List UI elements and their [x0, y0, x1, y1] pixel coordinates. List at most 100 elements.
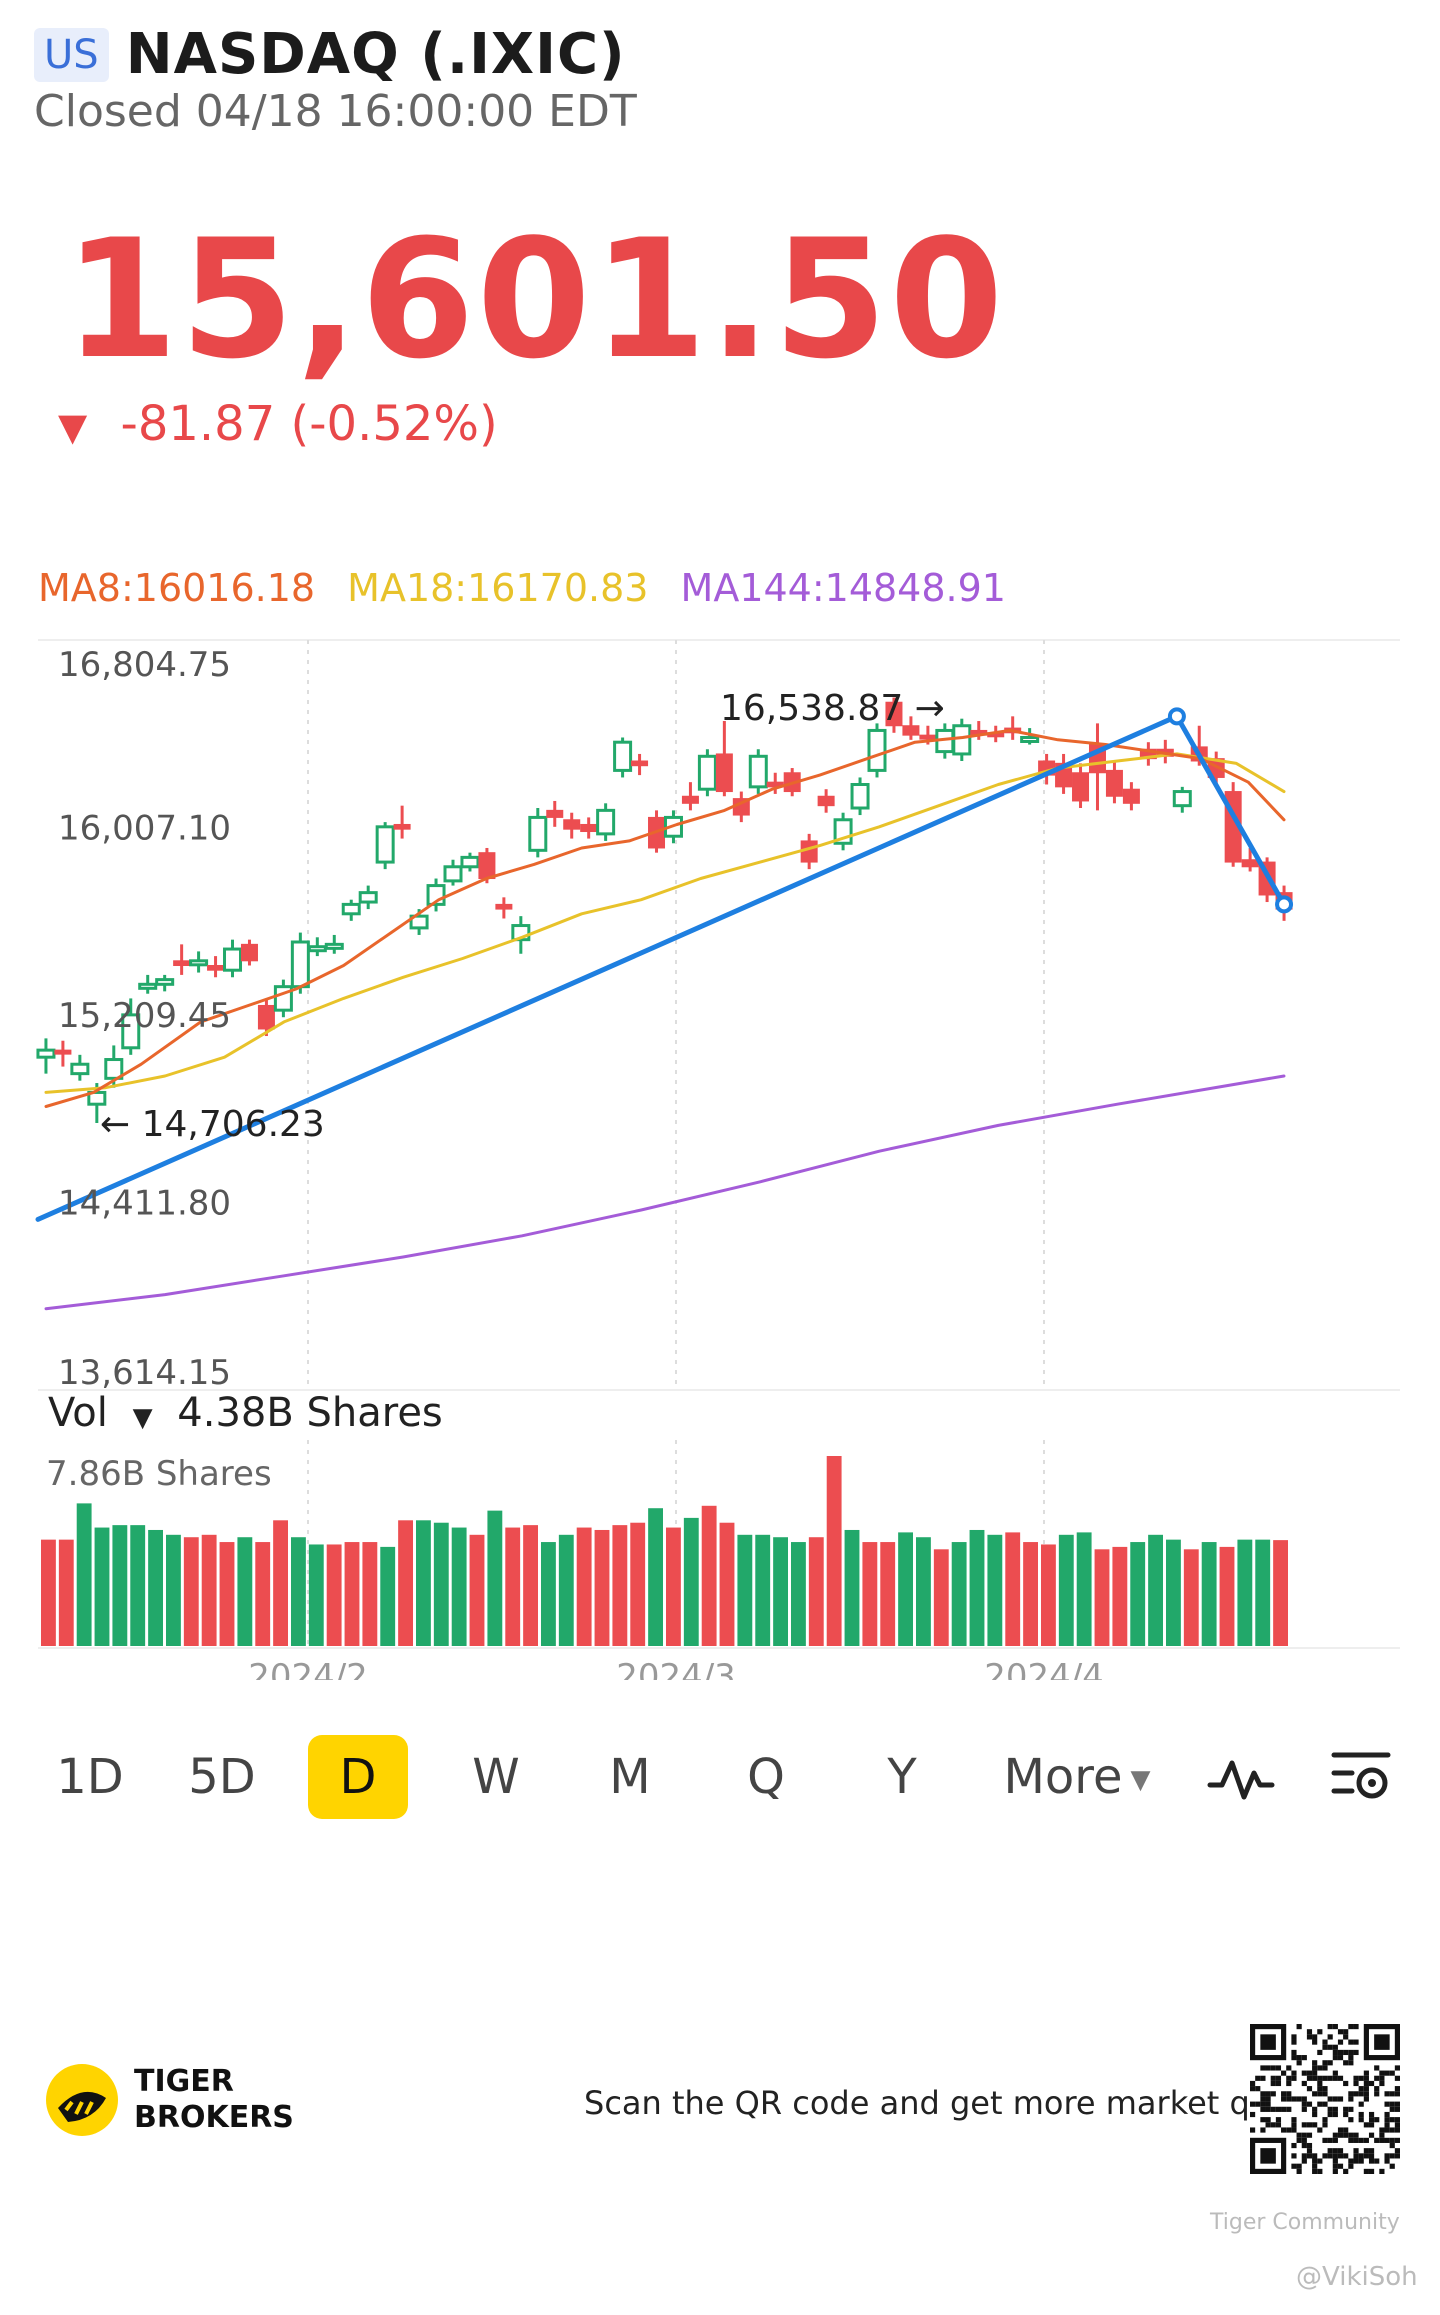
candle-up	[867, 723, 887, 778]
candlestick-chart[interactable]: 16,804.75 16,007.10 15,209.45 14,411.80 13,6…	[0, 620, 1440, 1680]
candle-body	[681, 795, 699, 804]
volume-bar	[1273, 1540, 1288, 1646]
candle-body	[715, 753, 733, 793]
volume-dropdown-icon[interactable]: ▼	[132, 1403, 153, 1433]
volume-bar	[1094, 1549, 1110, 1646]
community-watermark: Tiger Community	[1210, 2210, 1400, 2235]
candle-body	[324, 942, 344, 950]
volume-bar	[505, 1527, 521, 1646]
volume-max-label: 7.86B Shares	[46, 1454, 272, 1494]
trendline	[35, 713, 1180, 1222]
volume-bar	[237, 1537, 253, 1646]
ticker-title: NASDAQ (.IXIC)	[125, 22, 626, 87]
moving-average-legend[interactable]: MA8:16016.18 MA18:16170.83 MA144:14848.9…	[38, 566, 1026, 610]
volume-bar	[1219, 1546, 1235, 1646]
volume-bar	[362, 1542, 378, 1646]
candle-up	[155, 974, 175, 992]
volume-bar	[183, 1537, 199, 1646]
volume-bar	[469, 1534, 485, 1646]
ma8-label: MA8:16016.18	[38, 566, 316, 610]
indicator-icon[interactable]	[1206, 1749, 1276, 1805]
volume-bar	[898, 1532, 913, 1646]
candle-up	[850, 777, 870, 816]
candle-body	[817, 795, 835, 807]
volume-current: 4.38B Shares	[177, 1390, 443, 1436]
y-axis-label: 16,804.75	[58, 645, 231, 685]
ma144-label: MA144:14848.91	[680, 566, 1006, 610]
volume-bar	[826, 1456, 842, 1646]
volume-bar	[308, 1544, 324, 1646]
volume-bar	[523, 1525, 538, 1646]
period-w[interactable]: W	[472, 1749, 520, 1805]
candle-up	[290, 932, 310, 994]
down-triangle-icon: ▼	[58, 405, 88, 449]
candle-body	[138, 982, 158, 990]
volume-header[interactable]: Vol ▼ 4.38B Shares	[48, 1390, 443, 1436]
volume-bar	[612, 1525, 628, 1646]
candle-down	[393, 805, 411, 839]
volume-bar	[76, 1503, 92, 1646]
x-axis-label: 2024/3	[616, 1657, 736, 1680]
candle-down	[885, 697, 903, 733]
volume-bar	[719, 1522, 735, 1646]
drop-trendline	[1174, 713, 1287, 907]
volume-bar	[58, 1539, 74, 1646]
candle-up	[341, 899, 361, 921]
volume-bar	[166, 1534, 181, 1646]
volume-bar	[701, 1505, 717, 1646]
volume-bar	[808, 1537, 824, 1646]
period-d[interactable]: D	[308, 1735, 408, 1819]
candle-body	[87, 1090, 107, 1106]
candle-body	[443, 865, 463, 883]
price-change-value: -81.87 (-0.52%)	[120, 396, 498, 452]
candle-body	[257, 1004, 275, 1030]
candle-up	[596, 803, 616, 841]
candle-body	[631, 760, 649, 767]
candle-down	[631, 753, 649, 776]
candle-up	[324, 934, 344, 954]
chart-settings-icon[interactable]	[1330, 1747, 1394, 1807]
period-1d[interactable]: 1D	[56, 1749, 124, 1805]
period-m[interactable]: M	[609, 1749, 651, 1805]
ma18-line	[44, 752, 1286, 1094]
period-more[interactable]: More ▼	[992, 1735, 1162, 1819]
candle-body	[173, 960, 191, 967]
volume-bar	[1255, 1539, 1271, 1646]
volume-bar	[1166, 1539, 1181, 1646]
y-axis-label: 15,209.45	[58, 996, 231, 1036]
candle-body	[1122, 788, 1140, 804]
period-5d[interactable]: 5D	[188, 1749, 256, 1805]
volume-bar	[558, 1534, 574, 1646]
candle-down	[1105, 760, 1123, 804]
candle-up	[121, 998, 141, 1055]
candle-body	[393, 823, 411, 830]
candle-down	[902, 716, 920, 740]
candle-up	[223, 939, 243, 978]
candle-up	[36, 1038, 56, 1074]
candle-up	[697, 749, 717, 797]
volume-bar	[987, 1534, 1003, 1646]
qr-code-icon	[1250, 2024, 1400, 2174]
candle-up	[273, 979, 293, 1018]
volume-bar	[773, 1537, 788, 1646]
candle-body	[70, 1062, 90, 1076]
candle-body	[885, 701, 903, 727]
candle-down	[1122, 782, 1140, 811]
candle-body	[358, 891, 378, 904]
candle-body	[290, 940, 310, 989]
candle-body	[207, 965, 225, 971]
period-y[interactable]: Y	[887, 1749, 917, 1805]
candle-down	[207, 956, 225, 978]
candle-up	[70, 1054, 90, 1081]
low-annotation: ← 14,706.23	[100, 1104, 325, 1145]
period-q[interactable]: Q	[747, 1749, 785, 1805]
volume-bar	[951, 1542, 967, 1646]
candle-up	[138, 974, 158, 994]
volume-bar	[326, 1544, 342, 1646]
volume-bar	[433, 1522, 449, 1646]
candle-body	[240, 943, 258, 962]
volume-bar	[291, 1537, 306, 1646]
candle-body	[54, 1049, 72, 1055]
candle-down	[715, 721, 733, 797]
volume-bar	[755, 1534, 771, 1646]
